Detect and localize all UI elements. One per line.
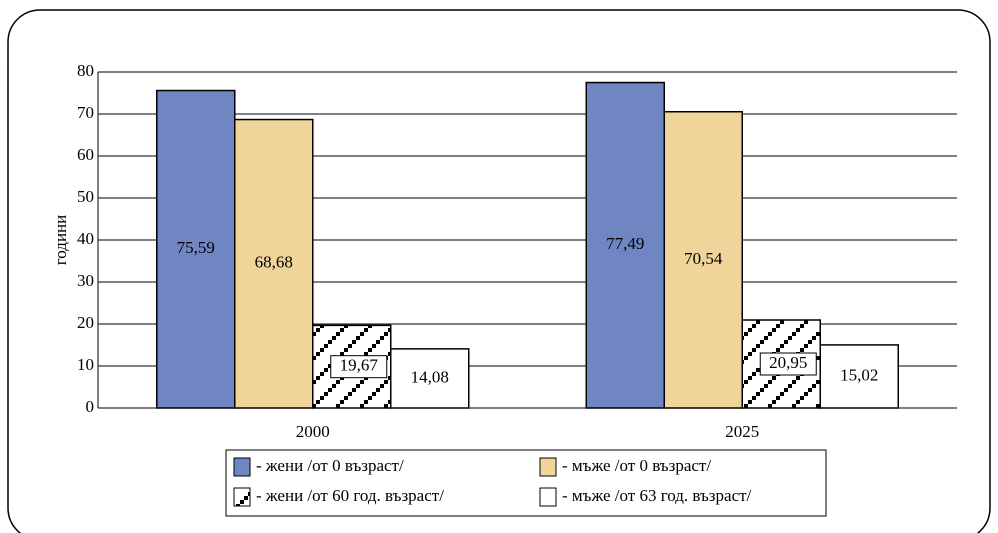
x-tick-label: 2025 [725, 422, 759, 441]
data-label: 70,54 [684, 249, 723, 268]
data-label: 15,02 [840, 365, 878, 384]
data-label: 68,68 [255, 253, 293, 272]
y-axis-label: години [51, 215, 70, 266]
x-tick-label: 2000 [296, 422, 330, 441]
y-tick-label: 0 [86, 397, 95, 416]
bar [819, 344, 899, 409]
legend-swatch [233, 457, 251, 477]
bar [585, 81, 665, 409]
data-label: 19,67 [340, 356, 379, 375]
y-tick-label: 60 [77, 145, 94, 164]
data-label: 75,59 [177, 238, 215, 257]
bar [234, 118, 314, 409]
y-tick-label: 50 [77, 187, 94, 206]
legend-label: - жени /от 60 год. възраст/ [256, 486, 444, 505]
data-label: 14,08 [411, 367, 449, 386]
legend-label: - мъже /от 63 год. възраст/ [562, 486, 752, 505]
legend-swatch [539, 457, 557, 477]
frame [7, 9, 991, 533]
y-tick-label: 70 [77, 103, 94, 122]
y-tick-label: 20 [77, 313, 94, 332]
legend-box [225, 449, 827, 517]
data-label: 77,49 [606, 234, 644, 253]
y-tick-label: 30 [77, 271, 94, 290]
y-tick-label: 10 [77, 355, 94, 374]
bar [390, 348, 470, 409]
label-box [759, 352, 817, 376]
legend-swatch [539, 487, 557, 507]
bar [663, 110, 743, 409]
data-label: 20,95 [769, 353, 807, 372]
label-box [330, 355, 388, 379]
legend-swatch [233, 487, 251, 507]
legend-label: - мъже /от 0 възраст/ [562, 456, 711, 475]
y-tick-label: 40 [77, 229, 94, 248]
legend-label: - жени /от 0 възраст/ [256, 456, 404, 475]
bar [156, 89, 236, 409]
y-tick-label: 80 [77, 61, 94, 80]
